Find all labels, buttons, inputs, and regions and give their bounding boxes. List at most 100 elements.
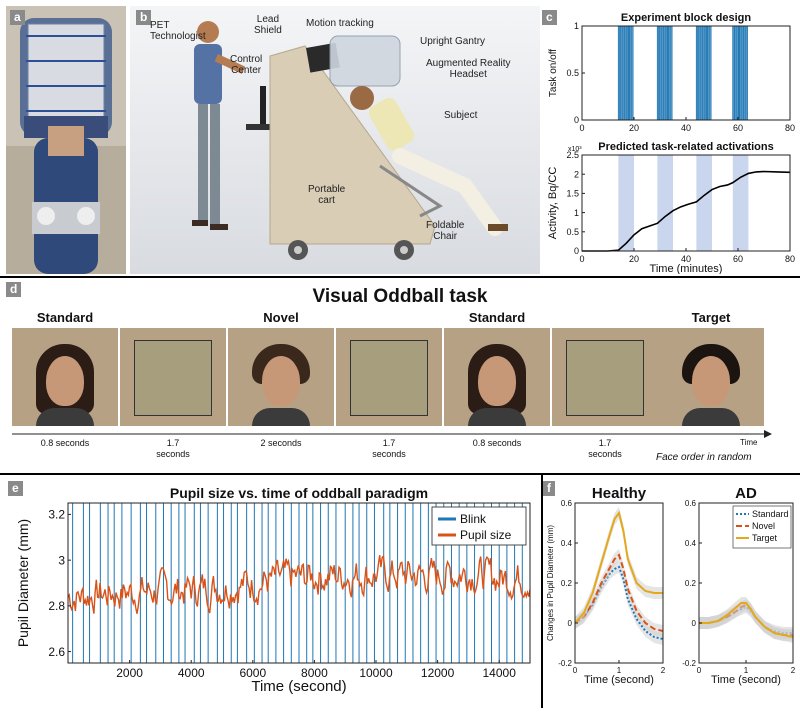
x-tick-label: 8000 xyxy=(301,666,328,680)
task-pulse xyxy=(622,25,625,120)
timeline-label: Time xyxy=(740,438,758,447)
task-pulse xyxy=(732,25,735,120)
shirt-shape xyxy=(252,408,310,426)
label-pet-technologist: PET Technologist xyxy=(150,20,206,42)
y-tick-label: 3.2 xyxy=(48,508,65,522)
x-tick-label: 12000 xyxy=(421,666,455,680)
task-pulse xyxy=(661,25,664,120)
task-pulse xyxy=(734,25,737,120)
label-foldable-chair: Foldable Chair xyxy=(426,220,465,242)
legend-label: Standard xyxy=(752,509,789,519)
panel-a: a xyxy=(6,6,126,274)
y-tick-label: 0.5 xyxy=(566,68,579,78)
frame-duration: 1.7 seconds xyxy=(372,438,406,459)
chart-title: Predicted task-related activations xyxy=(598,141,773,153)
x-tick-label: 80 xyxy=(785,254,795,264)
face-frame xyxy=(444,328,550,426)
y-tick-label: 0.6 xyxy=(685,499,697,508)
y-tick-label: 0 xyxy=(574,246,579,256)
y-tick-label: 3 xyxy=(58,553,65,567)
x-tick-label: 20 xyxy=(629,123,639,133)
task-block-shade xyxy=(618,155,634,251)
x-tick-label: 0 xyxy=(579,123,584,133)
chart-c-top: 0 20 40 60 80 0 0.5 1 Experiment block design Tas… xyxy=(548,12,795,133)
x-axis-label: Time (minutes) xyxy=(650,263,723,274)
chart-title: Experiment block design xyxy=(621,12,751,24)
y-tick-label: 0.2 xyxy=(561,579,573,588)
face-shape xyxy=(478,356,516,406)
panel-letter-e: e xyxy=(8,481,23,496)
y-tick-label: -0.2 xyxy=(558,659,572,668)
label-upright-gantry: Upright Gantry xyxy=(420,36,486,47)
panel-letter-f: f xyxy=(543,481,555,496)
legend-box xyxy=(431,506,527,546)
y-tick-label: 0.4 xyxy=(685,539,697,548)
series-line xyxy=(574,553,664,632)
error-band xyxy=(575,561,663,645)
task-pulse xyxy=(659,25,662,120)
task-pulse xyxy=(743,25,746,120)
oddball-title: Visual Oddball task xyxy=(312,286,488,307)
frame-duration: 0.8 seconds xyxy=(40,438,90,448)
y-axis-label: Pupil Diameter (mm) xyxy=(15,519,31,647)
chart-title: Pupil size vs. time of oddball paradigm xyxy=(170,485,428,501)
task-pulse xyxy=(700,25,703,120)
technologist-figure xyxy=(192,21,246,230)
y-tick-label: 0.5 xyxy=(566,227,579,237)
panel-e: 2000 4000 6000 8000 10000 12000 14000 2.6 2.8 3 3.… xyxy=(0,475,540,708)
x-tick-label: 2 xyxy=(661,666,666,675)
label-motion-tracking: Motion tracking xyxy=(306,18,374,29)
y-tick-label: 2.8 xyxy=(48,599,65,613)
x-tick-label: 40 xyxy=(681,254,691,264)
label-subject: Subject xyxy=(444,110,478,121)
blank-frame xyxy=(552,328,658,426)
x-axis-label: Time (second) xyxy=(711,674,781,686)
shirt-shape xyxy=(468,408,526,426)
blank-square xyxy=(566,340,644,416)
x-tick-label: 40 xyxy=(681,123,691,133)
frame-duration: 1.7 seconds xyxy=(156,438,190,459)
panel-b-illustration xyxy=(130,6,540,274)
chart-title: AD xyxy=(735,485,757,502)
frame-caption: Novel xyxy=(263,310,299,325)
chart-title: Healthy xyxy=(592,485,647,502)
task-pulse xyxy=(620,25,623,120)
label-portable-cart: Portable cart xyxy=(308,184,346,206)
task-pulse xyxy=(626,25,630,120)
y-tick-label: 2.5 xyxy=(566,150,579,160)
task-pulse xyxy=(670,25,673,120)
y-tick-label: 0.2 xyxy=(685,579,697,588)
y-tick-label: 0 xyxy=(568,619,573,628)
error-band xyxy=(575,549,663,637)
x-tick-label: 0 xyxy=(579,254,584,264)
y-tick-label: -0.2 xyxy=(682,659,696,668)
task-block-shade xyxy=(732,155,749,251)
y-tick-label: 1 xyxy=(574,208,579,218)
series-line xyxy=(574,510,663,624)
y-axis-label: Task on/off xyxy=(548,49,559,97)
x-axis-label: Time (second) xyxy=(584,674,654,686)
task-pulse xyxy=(617,25,621,120)
panel-f: 0 1 2 -0.2 0 0.2 0.4 0.6 Healthy Time (second) Cha… xyxy=(543,475,800,708)
task-pulse xyxy=(663,25,666,120)
y-tick-label: 1 xyxy=(574,21,579,31)
legend-label: Pupil size xyxy=(460,528,512,542)
task-pulse xyxy=(698,25,701,120)
label-ar-headset: Augmented Reality Headset xyxy=(426,58,511,80)
face-frame xyxy=(658,328,764,426)
task-pulse xyxy=(745,25,748,120)
task-pulse xyxy=(709,25,712,120)
task-pulse xyxy=(668,25,671,120)
x-tick-label: 1 xyxy=(744,666,749,675)
x-tick-label: 0 xyxy=(697,666,702,675)
x-tick-label: 2000 xyxy=(116,666,143,680)
shirt-shape xyxy=(36,408,94,426)
face-shape xyxy=(692,356,730,406)
x-tick-label: 14000 xyxy=(483,666,517,680)
panel-letter-d: d xyxy=(6,282,22,297)
frame-duration: 1.7 seconds xyxy=(588,438,622,459)
task-pulse xyxy=(631,25,634,120)
y-tick-label: 0.4 xyxy=(561,539,573,548)
task-pulse xyxy=(665,25,669,120)
